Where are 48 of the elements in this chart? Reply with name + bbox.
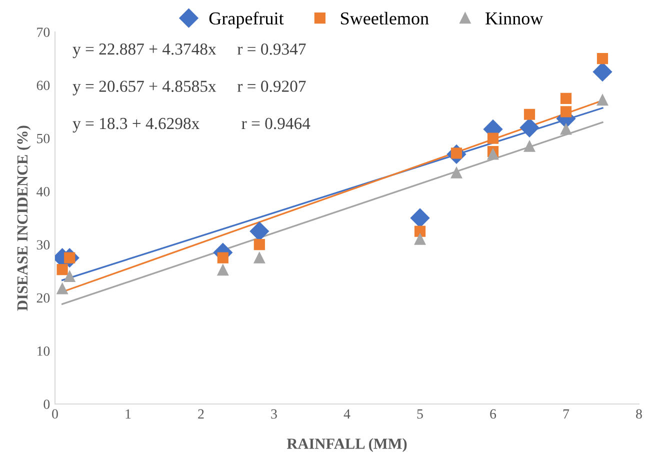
annotation: y = 22.887 + 4.3748x r = 0.9347: [72, 43, 306, 58]
y-tick-label: 40: [36, 187, 50, 196]
point: [524, 140, 536, 152]
point: [560, 92, 572, 104]
y-axis-title: DISEASE INCIDENCE (%): [16, 126, 31, 311]
point: [560, 124, 572, 135]
point: [524, 108, 536, 120]
point: [56, 283, 68, 294]
point: [487, 132, 499, 144]
point: [254, 252, 265, 264]
y-tick-label: 30: [36, 240, 50, 250]
y-tick-label: 70: [37, 28, 50, 37]
annotation: y = 20.657 + 4.8585x r = 0.9207: [72, 80, 306, 96]
x-axis-title: RAINFALL (MM): [286, 438, 407, 452]
point: [520, 118, 540, 138]
x-tick-label: 1: [126, 409, 131, 418]
point: [450, 167, 462, 178]
point: [596, 53, 608, 64]
point: [64, 270, 76, 282]
x-tick-label: 4: [344, 409, 350, 418]
point: [254, 239, 265, 250]
point: [560, 106, 572, 118]
point: [414, 226, 426, 237]
point: [414, 234, 426, 245]
x-tick-label: 0: [52, 409, 58, 419]
y-tick-label: 20: [36, 293, 50, 303]
point: [217, 264, 228, 276]
point: [56, 264, 68, 276]
point: [217, 252, 228, 264]
x-tick-label: 3: [271, 409, 277, 419]
point: [596, 94, 608, 106]
y-tick-label: 0: [44, 400, 50, 409]
annotation: y = 18.3 + 4.6298x r = 0.9464: [72, 118, 310, 133]
point: [410, 208, 430, 228]
x-tick-label: 7: [563, 409, 570, 418]
y-tick-label: 60: [36, 80, 50, 90]
legend-label: Sweetlemon: [340, 12, 429, 25]
point: [487, 148, 499, 160]
legend-label: Kinnow: [486, 12, 544, 25]
legend-label: Grapefruit: [209, 12, 284, 28]
point: [250, 222, 269, 241]
y-tick-label: 10: [37, 346, 50, 356]
y-tick-label: 50: [37, 134, 50, 144]
point: [592, 62, 612, 82]
x-tick-label: 2: [198, 409, 204, 418]
x-tick-label: 8: [636, 409, 642, 419]
x-tick-label: 5: [417, 409, 423, 419]
x-tick-label: 6: [490, 409, 496, 419]
